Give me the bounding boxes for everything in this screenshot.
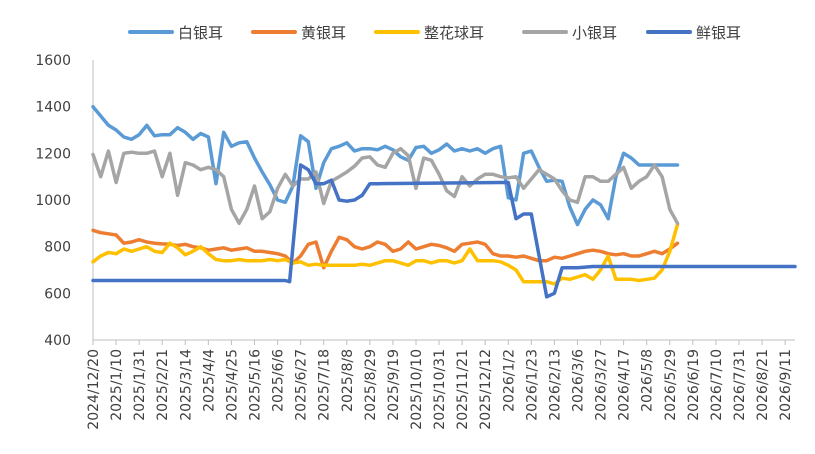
- x-tick-label: 2025/9/19: [386, 349, 402, 421]
- x-tick-label: 2025/4/4: [201, 349, 217, 412]
- legend-label: 小银耳: [572, 24, 617, 42]
- legend-label: 整花球耳: [424, 24, 484, 42]
- y-tick-label: 600: [44, 286, 71, 302]
- x-tick-label: 2026/8/21: [755, 349, 771, 421]
- x-tick-label: 2025/7/18: [317, 349, 333, 421]
- series-line-5: [91, 163, 797, 299]
- x-tick-label: 2026/5/29: [663, 349, 679, 421]
- series-line-2: [91, 228, 680, 270]
- y-tick-label: 1000: [35, 193, 71, 209]
- legend: 白银耳 黄银耳 整花球耳 小银耳 鲜银耳: [128, 24, 741, 42]
- y-axis: 400 600 800 1000 1200 1400 1600: [35, 53, 94, 349]
- x-tick-label: 2025/8/29: [363, 349, 379, 421]
- x-tick-label: 2026/3/6: [570, 349, 586, 412]
- legend-label: 鲜银耳: [696, 24, 741, 42]
- x-tick-label: 2024/12/20: [86, 349, 102, 430]
- x-tick-label: 2025/4/25: [224, 349, 240, 421]
- legend-label: 白银耳: [178, 24, 223, 42]
- x-tick-label: 2026/3/27: [594, 349, 610, 421]
- x-tick-label: 2025/6/6: [271, 349, 287, 412]
- x-tick-label: 2026/4/17: [617, 349, 633, 421]
- x-tick-label: 2026/2/13: [547, 349, 563, 421]
- x-tick-label: 2025/1/10: [109, 349, 125, 421]
- x-tick-label: 2026/5/8: [640, 349, 656, 412]
- x-axis: 2024/12/20 2025/1/10 2025/1/31 2025/2/21 202…: [86, 339, 795, 430]
- legend-label: 黄银耳: [301, 24, 346, 42]
- y-tick-label: 1200: [35, 146, 71, 162]
- x-tick-label: 2025/11/21: [455, 349, 471, 430]
- x-tick-label: 2025/10/10: [409, 349, 425, 430]
- x-tick-label: 2025/1/31: [132, 349, 148, 421]
- y-tick-label: 800: [44, 240, 71, 256]
- y-tick-label: 400: [44, 333, 71, 349]
- series-line-1: [91, 104, 680, 227]
- y-tick-label: 1600: [35, 53, 71, 69]
- x-tick-label: 2025/6/27: [294, 349, 310, 421]
- x-tick-label: 2025/10/31: [432, 349, 448, 430]
- x-tick-label: 2026/6/19: [686, 349, 702, 421]
- x-tick-label: 2026/7/31: [732, 349, 748, 421]
- x-tick-label: 2026/1/2: [501, 349, 517, 412]
- x-tick-label: 2025/8/8: [340, 349, 356, 412]
- x-tick-label: 2025/12/12: [478, 349, 494, 430]
- x-tick-label: 2025/5/16: [247, 349, 263, 421]
- x-tick-label: 2026/1/23: [524, 349, 540, 421]
- x-tick-label: 2025/3/14: [178, 349, 194, 421]
- x-tick-label: 2026/9/11: [778, 349, 794, 421]
- series-line-4: [91, 146, 680, 226]
- x-tick-label: 2026/7/10: [709, 349, 725, 421]
- x-tick-label: 2025/2/21: [155, 349, 171, 421]
- series-line-3: [91, 222, 680, 286]
- y-tick-label: 1400: [35, 100, 71, 116]
- plot-lines: [91, 104, 797, 299]
